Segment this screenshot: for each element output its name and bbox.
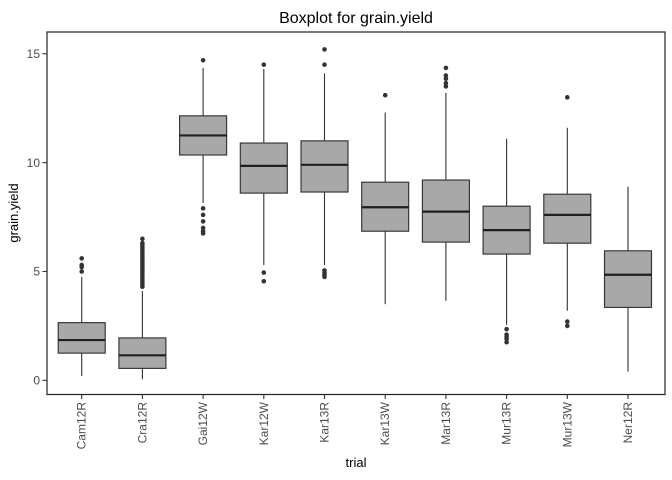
outlier-point: [504, 339, 509, 345]
outlier-point: [140, 284, 145, 290]
outlier-point: [79, 256, 84, 261]
box-mur13w: [543, 95, 592, 329]
x-tick-label-mar13r: Mar13R: [439, 402, 453, 445]
outlier-point: [79, 264, 84, 270]
box-cam12r: [57, 256, 106, 376]
y-axis-title: grain.yield: [6, 183, 21, 242]
box-ner12r: [603, 186, 653, 372]
outlier-point: [200, 219, 206, 224]
plot-content: 0 5 10 15 Cam12R Cra12R Gai12W Kar12W Kar13R Kar1…: [27, 47, 653, 450]
iqr-box: [603, 250, 653, 308]
outlier-point: [322, 274, 327, 280]
box-mur13r: [482, 138, 531, 345]
outlier-point: [79, 269, 84, 274]
outlier-point: [504, 336, 509, 342]
outlier-point: [565, 319, 570, 324]
outlier-point: [200, 206, 206, 211]
outlier-point: [565, 95, 570, 100]
outlier-point: [443, 84, 449, 89]
iqr-box: [118, 337, 167, 369]
outlier-point: [443, 73, 449, 78]
box-mar13r: [421, 65, 470, 301]
outlier-point: [261, 270, 267, 275]
iqr-box: [239, 142, 288, 194]
box-kar13r: [300, 47, 349, 280]
x-tick-label-cam12r: Cam12R: [75, 402, 89, 450]
outlier-point: [443, 65, 449, 71]
x-tick-label-kar13r: Kar13R: [318, 402, 332, 443]
outlier-point: [322, 62, 327, 67]
outlier-point: [504, 326, 509, 332]
chart-title: Boxplot for grain.yield: [279, 10, 433, 27]
x-axis-title: trial: [346, 455, 367, 470]
outlier-point: [200, 231, 206, 236]
box-kar13w: [361, 92, 410, 305]
outlier-point: [261, 278, 267, 284]
y-tick-label-5: 5: [33, 265, 40, 279]
x-tick-label-mur13w: Mur13W: [560, 401, 574, 447]
outlier-point: [140, 236, 145, 242]
iqr-box: [300, 140, 349, 193]
x-tick-label-mur13r: Mur13R: [500, 402, 514, 445]
outlier-point: [322, 47, 327, 52]
iqr-box: [57, 322, 106, 354]
x-tick-label-kar13w: Kar13W: [378, 401, 392, 445]
outlier-point: [200, 225, 206, 231]
box-cra12r: [118, 236, 167, 380]
x-tick-label-cra12r: Cra12R: [135, 402, 149, 444]
y-tick-label-10: 10: [27, 156, 41, 170]
outlier-point: [382, 92, 388, 98]
box-gai12w: [179, 58, 228, 236]
outlier-point: [443, 80, 449, 86]
outlier-point: [200, 58, 206, 63]
box-kar12w: [239, 62, 288, 284]
outlier-point: [565, 323, 570, 329]
outlier-point: [200, 212, 206, 218]
outlier-point: [443, 76, 449, 82]
outlier-point: [261, 62, 267, 67]
x-tick-label-ner12r: Ner12R: [621, 402, 635, 444]
x-tick-label-kar12w: Kar12W: [257, 401, 271, 445]
y-tick-label-15: 15: [27, 47, 41, 61]
iqr-box: [543, 193, 592, 244]
x-tick-label-gai12w: Gai12W: [196, 401, 210, 445]
y-tick-label-0: 0: [33, 374, 40, 388]
